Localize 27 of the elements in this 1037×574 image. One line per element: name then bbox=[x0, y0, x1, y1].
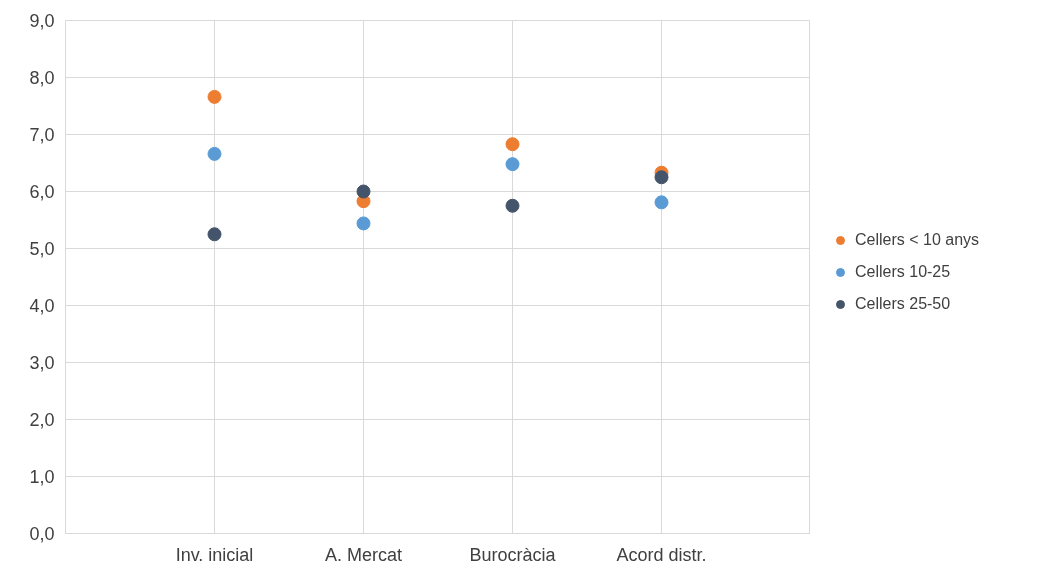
point bbox=[505, 137, 520, 152]
y-tick-label: 0,0 bbox=[29, 524, 55, 544]
y-tick-label: 4,0 bbox=[29, 296, 55, 316]
legend-label: Cellers 25-50 bbox=[855, 295, 951, 313]
y-tick-label: 3,0 bbox=[29, 353, 55, 373]
y-tick-label: 5,0 bbox=[29, 239, 55, 259]
point bbox=[654, 170, 669, 185]
y-tick-label: 7,0 bbox=[29, 125, 55, 145]
point bbox=[505, 157, 520, 172]
y-tick-label: 9,0 bbox=[29, 11, 55, 31]
x-tick-label: Burocràcia bbox=[469, 544, 557, 565]
point bbox=[207, 227, 222, 242]
y-tick-label: 8,0 bbox=[29, 68, 55, 88]
legend-label: Cellers < 10 anys bbox=[855, 231, 980, 249]
point bbox=[207, 146, 222, 161]
x-tick-label: Inv. inicial bbox=[175, 544, 254, 565]
legend-label: Cellers 10-25 bbox=[855, 263, 951, 281]
point bbox=[654, 195, 669, 210]
x-tick-label: A. Mercat bbox=[324, 544, 403, 565]
y-tick-label: 2,0 bbox=[29, 410, 55, 430]
y-tick-label: 6,0 bbox=[29, 182, 55, 202]
y-tick-label: 1,0 bbox=[29, 467, 55, 487]
point bbox=[356, 216, 371, 231]
point bbox=[505, 198, 520, 213]
point bbox=[207, 89, 222, 104]
x-tick-label: Acord distr. bbox=[616, 544, 707, 565]
point bbox=[356, 184, 371, 199]
